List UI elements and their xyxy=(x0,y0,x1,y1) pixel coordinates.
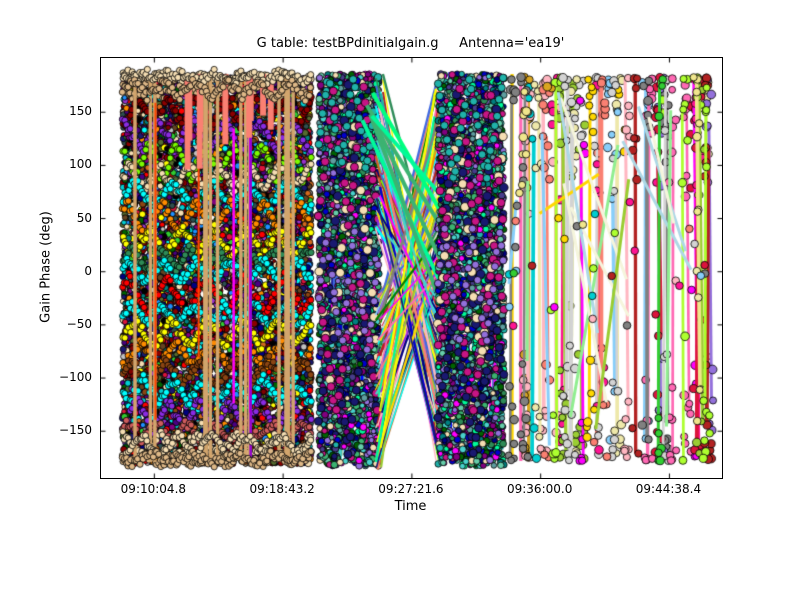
y-tick-label: 150 xyxy=(69,104,92,119)
x-tick-label: 09:44:38.4 xyxy=(635,482,702,496)
x-tick-label: 09:27:21.6 xyxy=(378,482,444,496)
x-axis-label: Time xyxy=(394,499,427,514)
y-tick-label: 50 xyxy=(76,210,92,225)
x-tick-label: 09:10:04.8 xyxy=(120,482,187,496)
x-tick-label: 09:18:43.2 xyxy=(249,482,315,496)
y-tick-label: −100 xyxy=(59,370,92,385)
y-tick-label: −150 xyxy=(59,423,92,438)
y-tick-label: 0 xyxy=(84,263,92,278)
plot-canvas xyxy=(101,58,722,478)
y-tick-label: −50 xyxy=(66,316,92,331)
plot-title: G table: testBPdinitialgain.g Antenna='e… xyxy=(256,36,565,51)
y-tick-label: 100 xyxy=(69,157,92,172)
axes-frame xyxy=(100,57,723,479)
x-tick-label: 09:36:00.0 xyxy=(506,482,573,496)
